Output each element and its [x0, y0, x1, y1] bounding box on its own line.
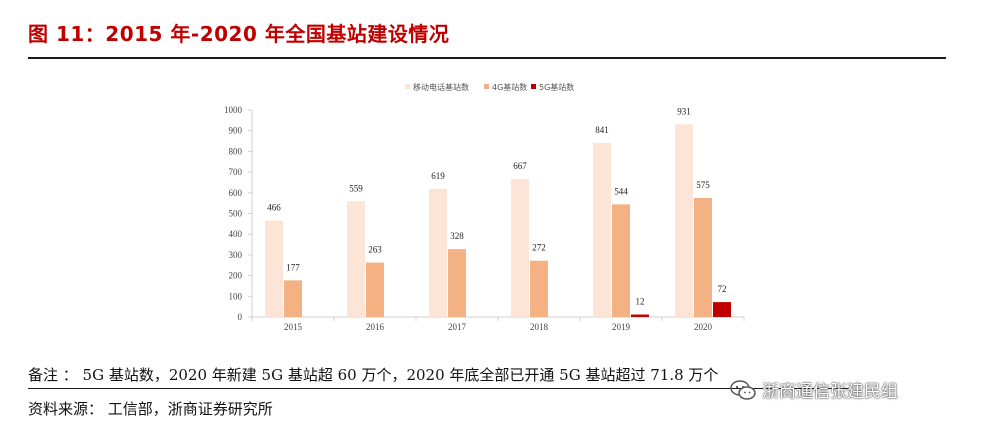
y-tick-label: 0 [238, 312, 243, 322]
data-label: 263 [368, 245, 382, 255]
data-label: 12 [636, 297, 645, 307]
data-label: 667 [513, 161, 527, 171]
y-tick-label: 200 [229, 271, 243, 281]
bar-4g-2020 [694, 197, 712, 317]
legend-swatch [531, 84, 536, 89]
bar-4g-2018 [530, 260, 548, 317]
legend-swatch [484, 84, 489, 89]
bar-4g-2016 [366, 262, 384, 317]
data-source: 资料来源： 工信部，浙商证券研究所 [28, 400, 273, 418]
x-tick-label: 2018 [530, 322, 549, 332]
bar-5g-2019 [631, 314, 649, 317]
data-label: 272 [532, 243, 546, 253]
x-tick-label: 2017 [448, 322, 467, 332]
y-tick-label: 800 [229, 146, 243, 156]
y-tick-label: 1000 [224, 105, 243, 115]
data-label: 544 [614, 186, 628, 196]
data-label: 931 [677, 106, 691, 116]
figure-title: 图 11：2015 年-2020 年全国基站建设情况 [28, 22, 450, 46]
bar-mobile-2016 [347, 201, 365, 317]
y-tick-label: 600 [229, 188, 243, 198]
wechat-icon [730, 379, 756, 400]
data-label: 466 [267, 203, 281, 213]
bar-4g-2015 [284, 280, 302, 317]
legend-label: 4G基站数 [492, 82, 527, 92]
legend-label: 5G基站数 [539, 82, 574, 92]
title-divider [28, 57, 946, 59]
watermark-text: 浙商通信张建民组 [762, 382, 898, 402]
data-label: 328 [450, 231, 464, 241]
legend-label: 移动电话基站数 [413, 82, 469, 92]
y-tick-label: 900 [229, 126, 243, 136]
chart-note: 备注 ： 5G 基站数，2020 年新建 5G 基站超 60 万个，2020 年… [28, 366, 719, 384]
x-tick-label: 2020 [694, 322, 713, 332]
data-label: 559 [349, 183, 363, 193]
bar-mobile-2018 [511, 178, 529, 317]
y-tick-label: 100 [229, 291, 243, 301]
bar-mobile-2020 [675, 124, 693, 318]
y-tick-label: 700 [229, 167, 243, 177]
bar-4g-2017 [448, 249, 466, 317]
bar-mobile-2015 [265, 220, 283, 317]
data-label: 619 [431, 171, 445, 181]
y-tick-label: 400 [229, 229, 243, 239]
bar-4g-2019 [612, 204, 630, 317]
data-label: 841 [595, 125, 609, 135]
x-tick-label: 2016 [366, 322, 385, 332]
data-label: 177 [286, 262, 300, 272]
data-label: 575 [696, 180, 710, 190]
bar-mobile-2019 [593, 142, 611, 317]
x-tick-label: 2019 [612, 322, 631, 332]
y-tick-label: 300 [229, 250, 243, 260]
bar-mobile-2017 [429, 188, 447, 317]
y-tick-label: 500 [229, 209, 243, 219]
x-tick-label: 2015 [284, 322, 303, 332]
bar-5g-2020 [713, 302, 731, 317]
data-label: 72 [718, 284, 727, 294]
watermark: 浙商通信张建民组 [730, 377, 898, 402]
note-divider [28, 388, 850, 389]
bar-chart: 0 100 200 300 400 500 600 700 800 900 1000 2015 466 1… [224, 82, 745, 332]
legend-swatch [405, 84, 410, 89]
